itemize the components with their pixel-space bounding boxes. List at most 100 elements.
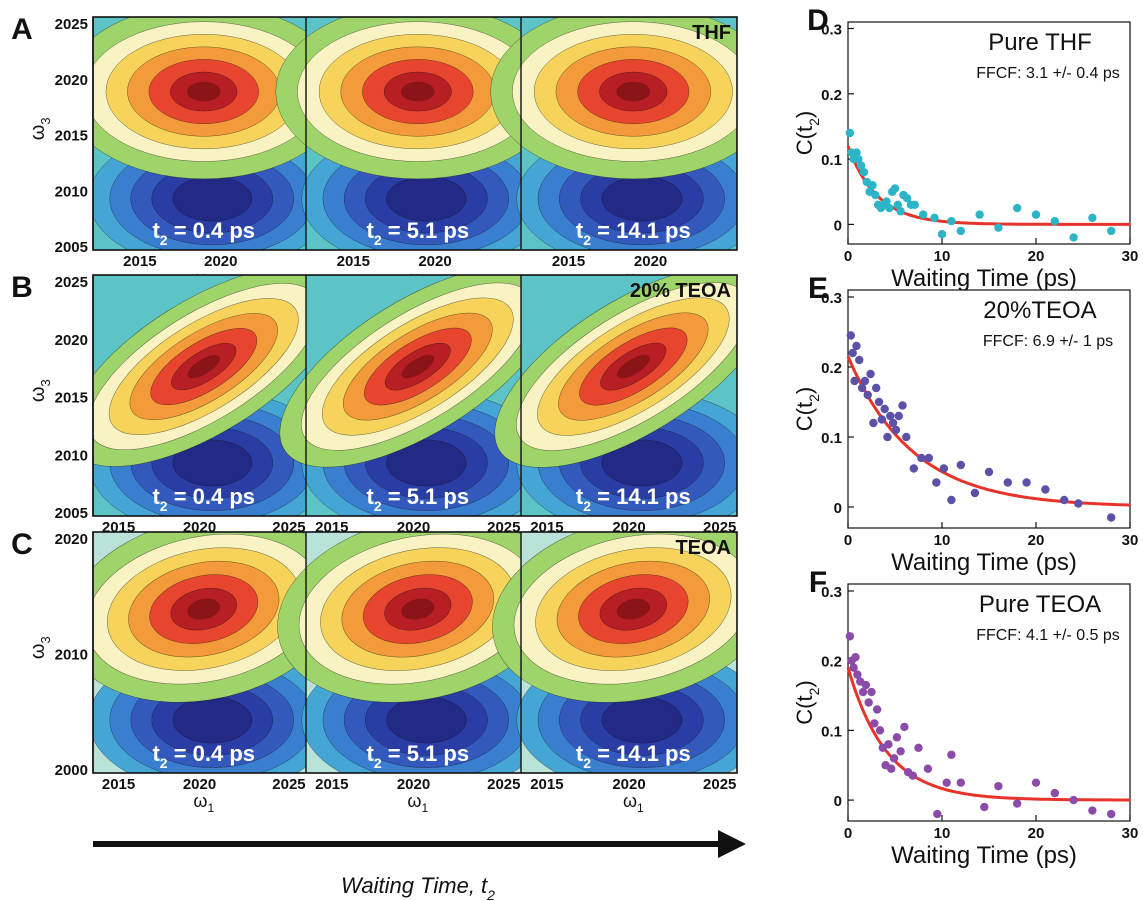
y-tick-label: 2010 bbox=[55, 183, 88, 200]
data-point bbox=[864, 698, 873, 707]
data-point bbox=[875, 726, 885, 735]
data-point bbox=[980, 802, 989, 812]
data-point bbox=[850, 376, 859, 386]
data-point bbox=[930, 213, 939, 223]
x-axis-label: ω1 bbox=[623, 791, 644, 815]
chart-subtitle: FFCF: 3.1 +/- 0.4 ps bbox=[976, 65, 1120, 82]
data-point bbox=[860, 376, 870, 386]
y-axis-label: C(t2) bbox=[792, 111, 822, 155]
decay-chart-d: 0 0.1 0.2 0.3 0 10 20 30 D Pure THF FFCF: 3.1 +/- … bbox=[792, 4, 1138, 292]
spectrum-panel: t2 = 0.4 ps bbox=[93, 532, 343, 773]
x-tick-label: 20 bbox=[1028, 248, 1045, 265]
arrow-head-icon bbox=[718, 830, 746, 858]
data-point bbox=[869, 418, 878, 428]
x-tick-label: 0 bbox=[844, 825, 852, 842]
y-tick-label: 2025 bbox=[55, 274, 88, 291]
x-tick-label: 30 bbox=[1122, 532, 1139, 549]
x-tick-label: 20 bbox=[1028, 825, 1045, 842]
data-point bbox=[1060, 495, 1069, 505]
data-point bbox=[1107, 513, 1116, 522]
data-point bbox=[893, 200, 903, 210]
data-point bbox=[1013, 799, 1022, 808]
data-point bbox=[942, 778, 951, 787]
data-point bbox=[994, 223, 1003, 232]
data-point bbox=[859, 167, 869, 177]
data-point bbox=[984, 467, 994, 477]
t2-label: t2 = 14.1 ps bbox=[576, 218, 691, 248]
data-point bbox=[871, 190, 880, 200]
spectrum-panel: t2 = 0.4 ps bbox=[93, 17, 345, 250]
y-axis-label: ω3 bbox=[27, 379, 53, 402]
data-point bbox=[884, 740, 893, 749]
data-point bbox=[877, 415, 887, 424]
spectrum-panel: t2 = 14.1 ps bbox=[490, 17, 737, 250]
spectra-row-c: t2 = 0.4 ps t2 = 5.1 ps t2 = 14.1 ps C TEOA 2… bbox=[11, 528, 738, 815]
fit-curve bbox=[846, 355, 1131, 507]
t2-label: t2 = 5.1 ps bbox=[367, 741, 470, 771]
y-tick-label: 2015 bbox=[55, 390, 88, 407]
spectra-frame bbox=[92, 274, 738, 517]
data-point bbox=[855, 355, 864, 365]
data-point bbox=[924, 453, 934, 463]
data-point bbox=[870, 719, 879, 728]
x-tick-label: 10 bbox=[934, 825, 951, 842]
data-point bbox=[994, 781, 1003, 791]
data-point bbox=[896, 747, 905, 756]
y-tick-label: 2010 bbox=[55, 647, 88, 664]
sample-label: TEOA bbox=[675, 537, 731, 559]
data-point bbox=[902, 432, 911, 442]
data-point bbox=[846, 331, 856, 340]
data-point bbox=[888, 418, 898, 428]
spectrum-panel: t2 = 5.1 ps bbox=[277, 532, 559, 773]
sample-label: 20% TEOA bbox=[630, 280, 731, 302]
x-tick-label: 2015 bbox=[552, 253, 585, 270]
x-axis-label: Waiting Time (ps) bbox=[891, 549, 1077, 576]
decay-chart-f: 0 0.1 0.2 0.3 0 10 20 30 F Pure TEOA FFCF: 4.1 +/-… bbox=[792, 566, 1138, 869]
data-point bbox=[872, 705, 882, 714]
y-axis-label: C(t2) bbox=[792, 387, 822, 431]
data-point bbox=[890, 184, 900, 193]
data-point bbox=[874, 397, 884, 407]
y-tick-label: 0.1 bbox=[821, 430, 842, 447]
data-point bbox=[937, 230, 947, 239]
t2-label: t2 = 0.4 ps bbox=[152, 484, 255, 514]
y-tick-label: 2015 bbox=[55, 128, 88, 145]
x-tick-label: 2015 bbox=[530, 776, 563, 793]
y-tick-label: 0.3 bbox=[821, 22, 842, 39]
data-point bbox=[917, 453, 926, 463]
fit-curve bbox=[846, 145, 1130, 226]
data-point bbox=[880, 404, 889, 414]
data-point bbox=[914, 743, 923, 753]
data-point bbox=[845, 128, 855, 138]
data-point bbox=[857, 383, 867, 393]
y-tick-label: 0.2 bbox=[821, 87, 842, 104]
x-tick-label: 2020 bbox=[418, 253, 451, 270]
data-point bbox=[910, 200, 919, 210]
panel-letter-c: C bbox=[11, 528, 33, 561]
data-point bbox=[1107, 226, 1116, 236]
decay-chart-e: 0 0.1 0.2 0.3 0 10 20 30 E 20%TEOA FFCF: 6.9 +/- 1… bbox=[792, 272, 1138, 576]
data-point bbox=[1013, 203, 1022, 213]
data-point bbox=[858, 687, 868, 697]
data-point bbox=[939, 464, 949, 473]
data-point bbox=[856, 161, 866, 170]
y-tick-label: 0.1 bbox=[821, 152, 842, 169]
x-tick-label: 2015 bbox=[337, 253, 370, 270]
x-tick-label: 2020 bbox=[204, 253, 237, 270]
data-point bbox=[933, 809, 942, 819]
x-axis-label: ω1 bbox=[193, 791, 214, 815]
data-point bbox=[1069, 795, 1078, 805]
data-point bbox=[956, 778, 965, 787]
y-tick-label: 2000 bbox=[55, 762, 88, 779]
sample-label: THF bbox=[692, 22, 731, 44]
data-point bbox=[903, 194, 912, 203]
data-point bbox=[932, 478, 941, 487]
t2-label: t2 = 14.1 ps bbox=[576, 741, 691, 771]
x-tick-label: 2020 bbox=[397, 776, 430, 793]
data-point bbox=[863, 390, 872, 400]
panel-letter-b: B bbox=[11, 271, 33, 304]
data-point bbox=[1003, 478, 1012, 487]
t2-label: t2 = 0.4 ps bbox=[152, 741, 255, 771]
